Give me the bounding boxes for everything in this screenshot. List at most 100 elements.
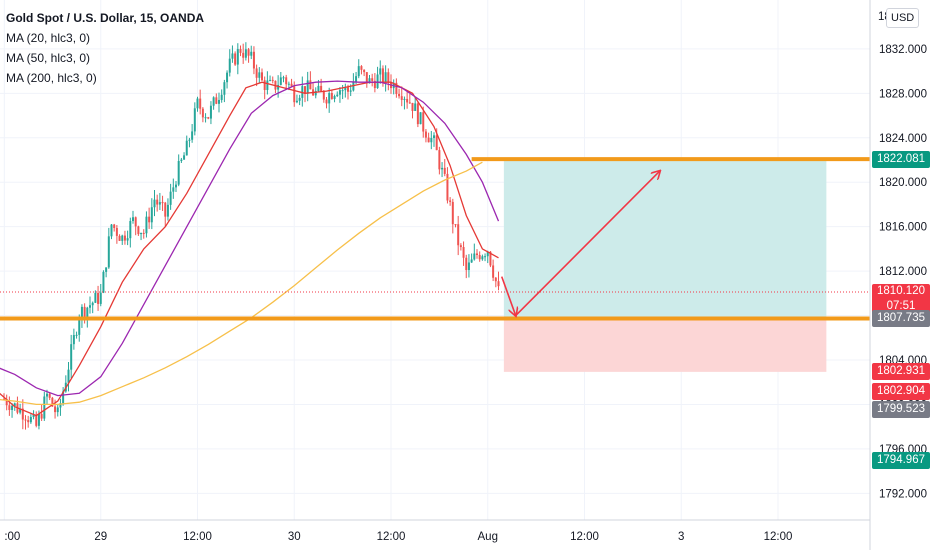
- candle: [266, 80, 269, 90]
- candle: [325, 99, 328, 104]
- price-tick-label: 1832.000: [879, 44, 927, 56]
- candle: [336, 94, 339, 97]
- candle: [107, 236, 110, 268]
- candle: [80, 306, 83, 319]
- candle: [228, 58, 231, 73]
- candle: [48, 393, 51, 398]
- candle: [387, 72, 390, 83]
- candle: [309, 80, 312, 90]
- candle: [156, 199, 159, 205]
- time-tick-label: :00: [4, 531, 20, 543]
- price-label-text: 1810.120: [877, 284, 925, 297]
- candle: [317, 85, 320, 92]
- candle: [411, 102, 414, 111]
- candle: [110, 224, 113, 237]
- price-label-text: 1802.931: [877, 365, 925, 378]
- time-tick-label: 29: [94, 531, 107, 543]
- candle: [462, 247, 465, 258]
- price-label: 1807.735: [872, 310, 930, 327]
- candle: [97, 292, 100, 304]
- candle: [355, 76, 358, 82]
- candle: [123, 235, 126, 241]
- candle: [494, 277, 497, 282]
- time-tick-label: Aug: [478, 531, 498, 543]
- candle: [287, 83, 290, 85]
- candle: [290, 83, 293, 87]
- candle: [430, 138, 433, 143]
- candle: [220, 94, 223, 100]
- indicator-ma20[interactable]: MA (20, hlc3, 0): [6, 31, 91, 45]
- candle: [183, 155, 186, 160]
- price-tick-label: 1792.000: [879, 488, 927, 500]
- candle: [223, 82, 226, 95]
- candle: [277, 84, 280, 90]
- candle: [298, 97, 301, 101]
- time-tick-label: 12:00: [183, 531, 212, 543]
- candle: [177, 161, 180, 185]
- price-tick-label: 1816.000: [879, 222, 927, 234]
- candle: [102, 271, 105, 293]
- candle: [67, 369, 70, 383]
- candle: [164, 202, 167, 217]
- price-label: 1802.931: [872, 363, 930, 381]
- candle: [153, 199, 156, 208]
- candle: [166, 204, 169, 217]
- candle: [489, 251, 492, 266]
- candle: [91, 302, 94, 306]
- candle: [328, 93, 331, 104]
- candle: [244, 49, 247, 58]
- candle: [89, 305, 91, 308]
- candle: [349, 90, 352, 92]
- candle: [24, 419, 27, 421]
- indicator-ma200[interactable]: MA (200, hlc3, 0): [6, 71, 97, 85]
- candles: [3, 42, 500, 430]
- candle: [5, 399, 8, 406]
- candle: [169, 191, 172, 205]
- candle: [438, 150, 441, 170]
- candle: [497, 281, 500, 287]
- candle: [218, 99, 220, 104]
- ma-line-50: [0, 80, 500, 397]
- candle: [381, 68, 384, 83]
- chart-legend: Gold Spot / U.S. Dollar, 15, OANDA MA (2…: [6, 8, 204, 88]
- candle: [419, 112, 422, 125]
- candle: [180, 159, 183, 162]
- candle: [476, 253, 478, 255]
- candle: [379, 68, 382, 75]
- candle: [333, 96, 336, 99]
- candle: [132, 217, 134, 222]
- candle: [226, 72, 229, 83]
- time-tick-label: 30: [288, 531, 301, 543]
- time-tick-label: 12:00: [377, 531, 406, 543]
- candle: [172, 187, 175, 192]
- price-tick-label: 1820.000: [879, 177, 927, 189]
- price-label-text: 1794.967: [877, 453, 925, 466]
- candle: [467, 262, 470, 271]
- candle: [37, 414, 40, 426]
- candle: [400, 96, 403, 100]
- projection-arrow-2: [515, 171, 660, 317]
- price-tick-label: 1824.000: [879, 133, 927, 145]
- candle: [465, 257, 468, 271]
- candle: [376, 74, 379, 89]
- currency-badge[interactable]: USD: [886, 8, 920, 28]
- candle: [126, 238, 129, 241]
- candle: [145, 216, 148, 234]
- candle: [435, 135, 438, 151]
- candle: [403, 98, 406, 100]
- symbol-title[interactable]: Gold Spot / U.S. Dollar, 15, OANDA: [6, 11, 205, 25]
- price-tick-label: 1812.000: [879, 266, 927, 278]
- candle: [473, 253, 476, 260]
- candle: [70, 344, 73, 370]
- price-label-text: 1822.081: [877, 152, 925, 165]
- candle: [204, 117, 207, 119]
- candle: [83, 306, 86, 318]
- candle: [446, 173, 449, 201]
- candle: [282, 77, 285, 79]
- candle: [94, 292, 97, 303]
- candle: [54, 406, 57, 413]
- indicator-ma50[interactable]: MA (50, hlc3, 0): [6, 51, 91, 65]
- candle: [360, 66, 363, 70]
- candle: [46, 393, 48, 397]
